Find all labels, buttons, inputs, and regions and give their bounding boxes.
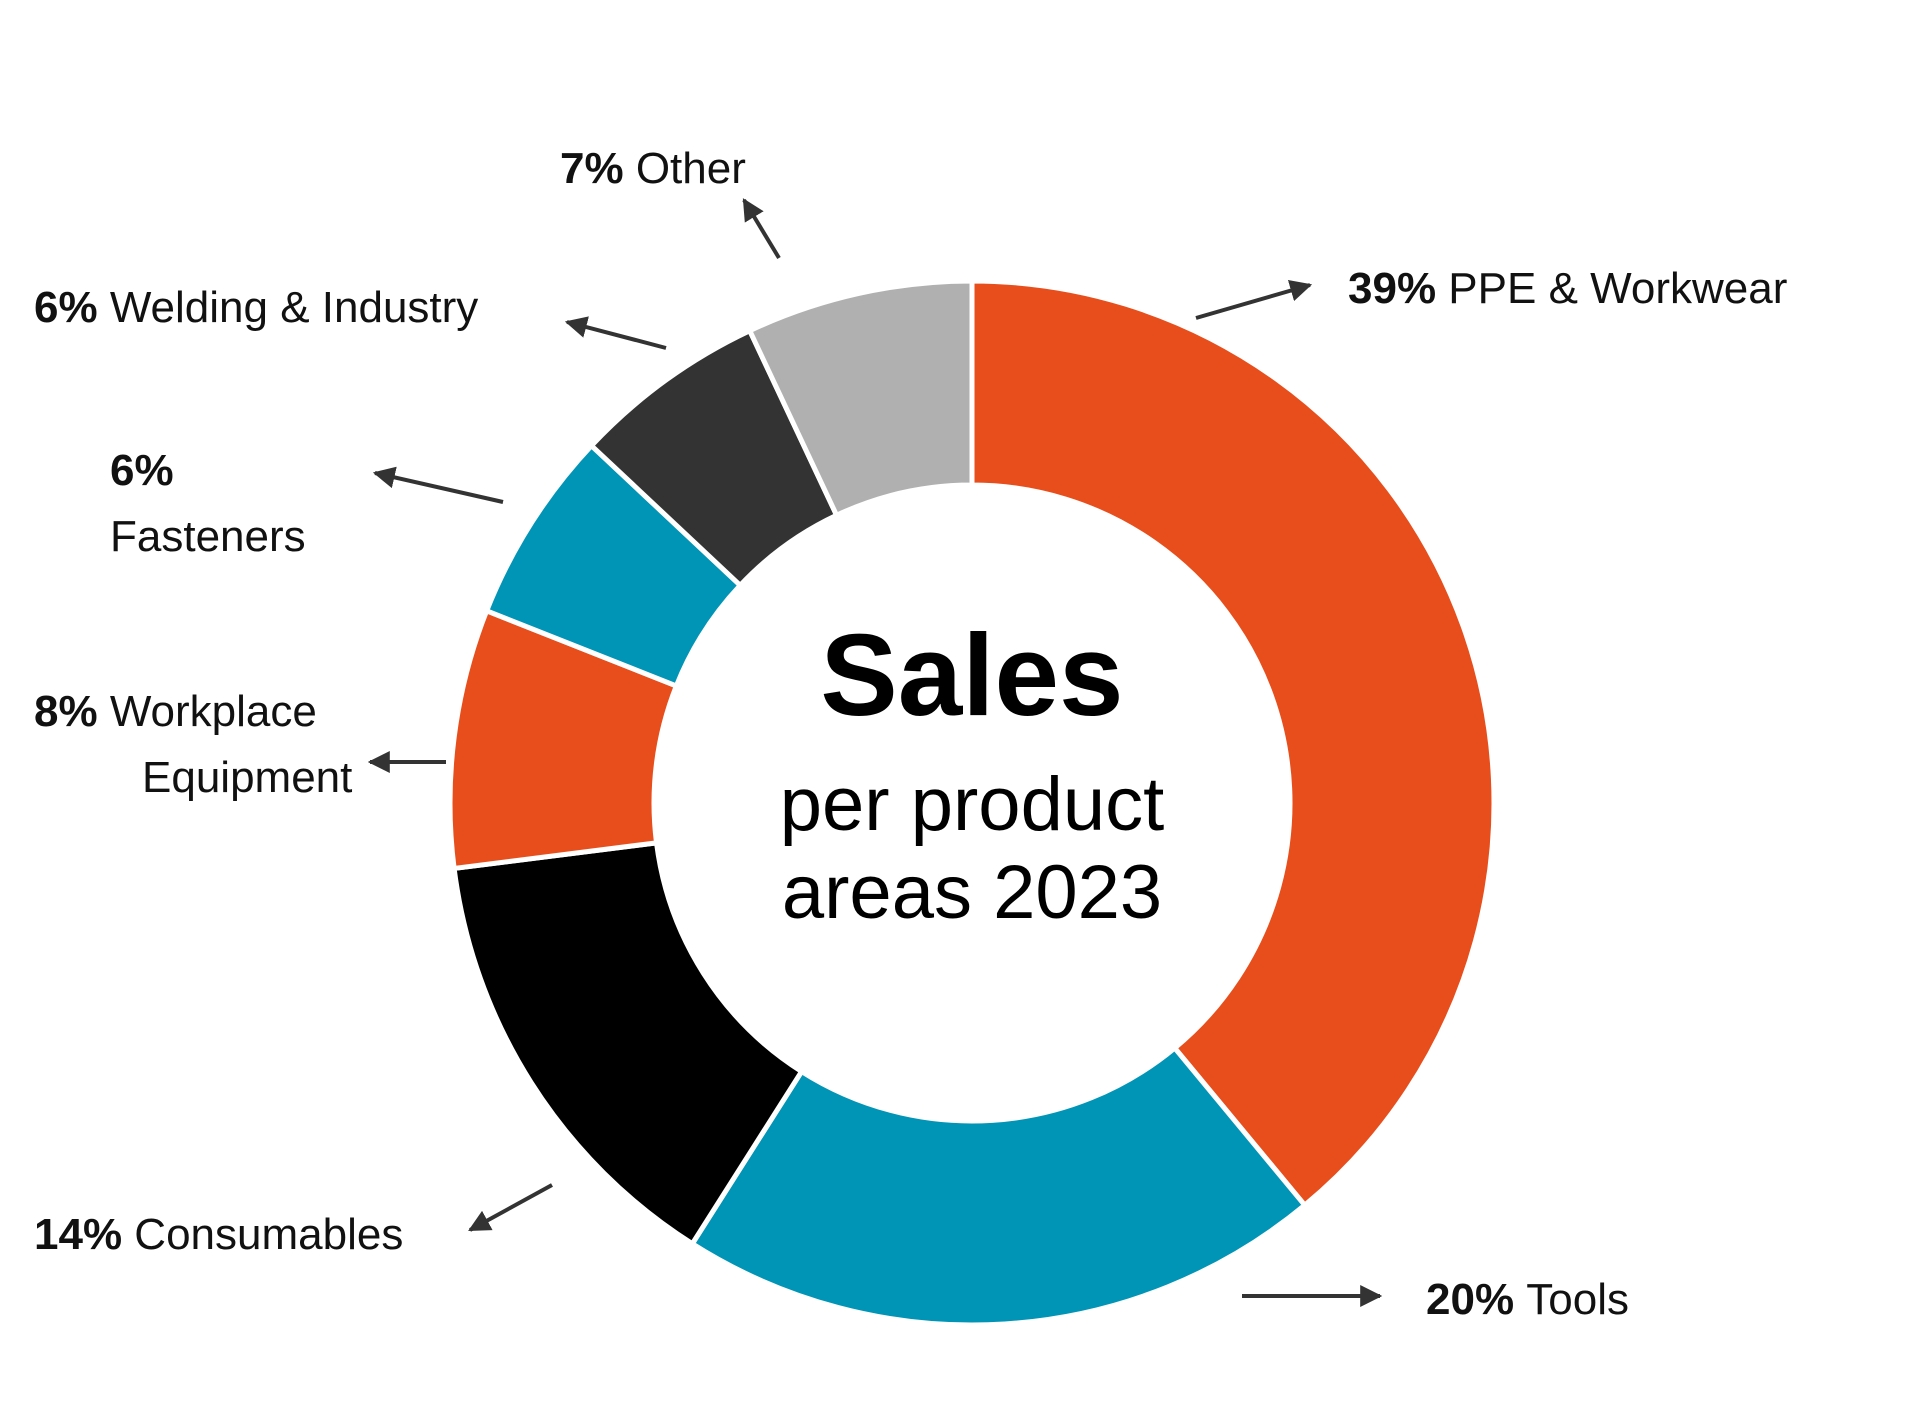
slice-other bbox=[747, 278, 975, 518]
label-workplace-equipment: 8% Workplace Equipment bbox=[34, 687, 352, 802]
label-ppe-and-workwear: 39% PPE & Workwear bbox=[1348, 264, 1787, 313]
chart-subtitle-line-2: areas 2023 bbox=[782, 850, 1162, 935]
label-consumables: 14% Consumables bbox=[34, 1210, 403, 1259]
slice-ppe-and-workwear bbox=[969, 278, 1497, 1208]
label-text-fasteners-2: Fasteners bbox=[110, 512, 306, 561]
label-text-consumables-1: Consumables bbox=[122, 1210, 403, 1259]
arrow-consumables bbox=[468, 1183, 553, 1232]
label-value-welding-and-industry: 6% bbox=[34, 283, 98, 332]
label-tools: 20% Tools bbox=[1426, 1275, 1629, 1324]
label-value-consumables: 14% bbox=[34, 1210, 122, 1259]
label-text-ppe-and-workwear-1: PPE & Workwear bbox=[1436, 264, 1787, 313]
label-text-workplace-equipment-1: Workplace bbox=[98, 687, 317, 736]
slice-tools bbox=[689, 1045, 1308, 1328]
chart-subtitle-line-1: per product bbox=[780, 762, 1164, 847]
label-text-workplace-equipment-2: Equipment bbox=[142, 753, 352, 802]
label-text-tools-1: Tools bbox=[1514, 1275, 1629, 1324]
donut-slices bbox=[447, 278, 1497, 1328]
label-value-ppe-and-workwear: 39% bbox=[1348, 264, 1436, 313]
arrow-welding-and-industry bbox=[564, 316, 667, 350]
arrow-other bbox=[742, 198, 781, 260]
slice-consumables bbox=[451, 840, 805, 1247]
center-text: Sales per product areas 2023 bbox=[780, 610, 1164, 935]
label-text-other-1: Other bbox=[624, 144, 746, 193]
label-value-workplace-equipment: 8% bbox=[34, 687, 98, 736]
label-arrows bbox=[367, 198, 1383, 1307]
slice-labels: 39% PPE & Workwear 20% Tools 14% Consumabl… bbox=[34, 144, 1787, 1324]
label-value-fasteners: 6% bbox=[110, 446, 174, 495]
chart-title: Sales bbox=[820, 610, 1123, 740]
label-value-other: 7% bbox=[560, 144, 624, 193]
label-other: 7% Other bbox=[560, 144, 746, 193]
label-welding-and-industry: 6% Welding & Industry bbox=[34, 283, 478, 332]
arrow-ppe-and-workwear bbox=[1195, 279, 1313, 320]
label-fasteners: 6% Fasteners bbox=[110, 446, 306, 561]
label-text-welding-and-industry-1: Welding & Industry bbox=[98, 283, 479, 332]
label-value-tools: 20% bbox=[1426, 1275, 1514, 1324]
arrow-fasteners bbox=[372, 466, 504, 504]
